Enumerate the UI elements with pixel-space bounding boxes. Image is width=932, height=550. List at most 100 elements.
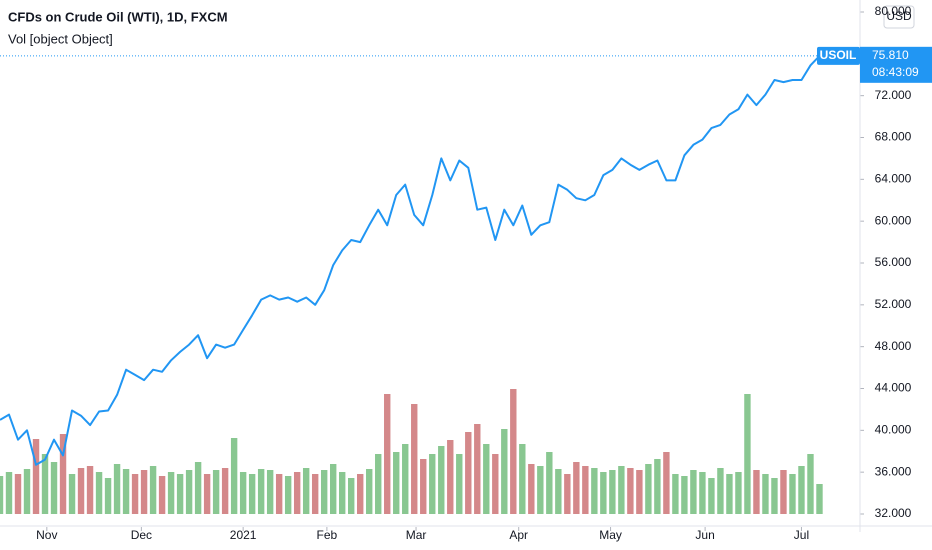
volume-bar: [86, 466, 94, 514]
volume-bar: [284, 476, 292, 514]
volume-bar: [690, 470, 697, 514]
x-tick-label: Dec: [131, 528, 152, 542]
volume-bar: [366, 469, 373, 514]
volume-bar: [600, 472, 607, 514]
volume-bar: [753, 470, 760, 514]
volume-bar: [609, 470, 616, 514]
volume-bar: [402, 444, 409, 514]
volume-bar: [32, 439, 40, 514]
indicator-label: Vol [object Object]: [8, 31, 113, 46]
y-tick-label: 60.000: [875, 213, 912, 227]
volume-bar: [744, 394, 751, 514]
volume-bar: [104, 478, 112, 514]
volume-bar: [555, 469, 562, 514]
volume-bar: [438, 446, 445, 514]
price-tag: [860, 46, 932, 83]
volume-bar: [77, 468, 85, 514]
volume-bar: [348, 478, 355, 514]
volume-bar: [429, 454, 436, 514]
volume-bar: [185, 470, 193, 514]
y-tick-label: 44.000: [875, 381, 912, 395]
volume-bar: [645, 464, 652, 514]
volume-bar: [798, 466, 805, 514]
volume-bar: [546, 452, 553, 514]
volume-bar: [789, 474, 796, 514]
volume-bar: [483, 444, 490, 514]
volume-bar: [140, 470, 148, 514]
volume-bar: [221, 468, 229, 514]
volume-bar: [528, 464, 535, 514]
volume-bar: [456, 454, 463, 514]
price-line: [0, 55, 821, 466]
volume-bar: [230, 438, 238, 514]
volume-bar: [257, 469, 265, 514]
volume-bar: [780, 470, 787, 514]
volume-bar: [149, 466, 157, 514]
currency-box[interactable]: [883, 5, 915, 29]
volume-bar: [393, 452, 400, 514]
volume-bar: [14, 474, 22, 514]
volume-bar: [816, 484, 823, 514]
volume-bar: [807, 454, 814, 514]
volume-bar: [636, 470, 643, 514]
volume-bar: [537, 466, 544, 514]
volume-bar: [573, 462, 580, 514]
currency[interactable]: USD: [886, 9, 912, 23]
volume-bar: [465, 432, 472, 514]
volume-bar: [357, 474, 364, 514]
volume-bar: [699, 472, 706, 514]
price-tag-value: 75.810: [872, 48, 909, 62]
volume-bar: [771, 478, 778, 514]
x-tick-label: 2021: [230, 528, 257, 542]
volume-bar: [519, 444, 526, 514]
x-tick-label: Apr: [509, 528, 528, 542]
x-tick-label: May: [599, 528, 622, 542]
price-layer: [0, 55, 821, 466]
volume-bar: [591, 468, 598, 514]
volume-bar: [654, 459, 661, 514]
volume-bar: [735, 472, 742, 514]
y-tick-label: 72.000: [875, 88, 912, 102]
y-tick-label: 64.000: [875, 172, 912, 186]
volume-bar: [212, 470, 220, 514]
volume-bar: [248, 474, 256, 514]
volume-bar: [122, 469, 130, 514]
volume-bar: [375, 454, 382, 514]
volume-bar: [627, 468, 634, 514]
volume-bar: [68, 474, 76, 514]
volume-bar: [239, 472, 247, 514]
volume-bar: [492, 454, 499, 514]
x-tick-label: Mar: [406, 528, 427, 542]
volume-bar: [266, 470, 274, 514]
volume-bar: [420, 459, 427, 514]
volume-bar: [59, 434, 67, 514]
volume-bar: [167, 472, 175, 514]
symbol-tag-label: USOIL: [820, 48, 857, 62]
chart-title: CFDs on Crude Oil (WTI), 1D, FXCM: [8, 9, 228, 24]
volume-bar: [23, 469, 31, 514]
volume-bar: [338, 472, 346, 514]
x-tick-label: Jun: [695, 528, 714, 542]
volume-bar: [510, 389, 517, 514]
y-tick-label: 56.000: [875, 255, 912, 269]
volume-bar: [176, 474, 184, 514]
x-tick-label: Nov: [36, 528, 57, 542]
volume-bar: [329, 464, 337, 514]
volume-bar: [0, 476, 4, 514]
y-tick-label: 36.000: [875, 464, 912, 478]
volume-bar: [717, 468, 724, 514]
y-tick-label: 40.000: [875, 423, 912, 437]
volume-bar: [663, 452, 670, 514]
y-tick-label: 52.000: [875, 297, 912, 311]
volume-bar: [447, 440, 454, 514]
volume-bar: [384, 394, 391, 514]
volume-bar: [95, 472, 103, 514]
volume-bar: [50, 462, 58, 514]
y-tick-label: 80.000: [875, 4, 912, 18]
volume-bar: [474, 424, 481, 514]
volume-bar: [41, 454, 49, 514]
volume-bar: [672, 474, 679, 514]
symbol-tag: [817, 46, 860, 65]
volume-bar: [681, 476, 688, 514]
